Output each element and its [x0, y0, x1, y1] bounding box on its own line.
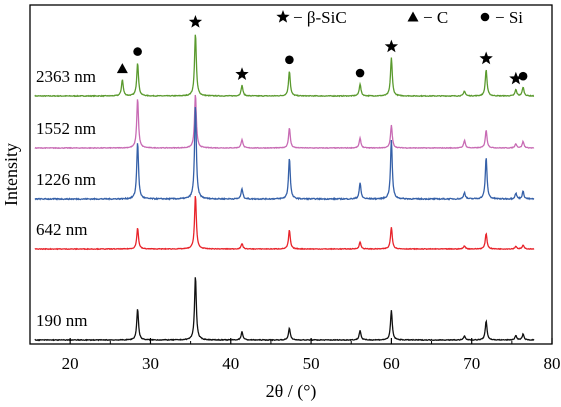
series-line-1226-nm — [34, 107, 535, 201]
peak-marker-circle — [355, 68, 365, 78]
peak-marker-circle — [133, 47, 142, 56]
peak-marker-star — [479, 51, 493, 65]
x-tick-label: 50 — [303, 354, 320, 373]
legend-label: − Si — [495, 8, 523, 27]
series-label: 1552 nm — [36, 119, 96, 138]
series-label: 1226 nm — [36, 170, 96, 189]
peak-marker-triangle — [116, 63, 128, 74]
x-tick-label: 40 — [222, 354, 239, 373]
series-label: 190 nm — [36, 311, 87, 330]
x-tick-label: 80 — [544, 354, 561, 373]
y-axis-title: Intensity — [1, 143, 21, 206]
legend-marker-star — [276, 10, 290, 23]
x-tick-label: 20 — [62, 354, 79, 373]
peak-marker-star — [384, 39, 399, 53]
peak-marker-star — [235, 67, 249, 80]
peak-marker-circle — [285, 55, 294, 65]
legend-marker-circle — [480, 12, 490, 22]
series-label: 642 nm — [36, 220, 87, 239]
series-line-190-nm — [34, 277, 535, 342]
series-label: 2363 nm — [36, 67, 96, 86]
series-line-2363-nm — [34, 34, 535, 98]
x-tick-label: 30 — [142, 354, 159, 373]
series-line-642-nm — [34, 196, 535, 251]
peak-marker-circle — [518, 71, 528, 81]
peak-marker-star — [188, 15, 203, 28]
legend-marker-triangle — [407, 11, 419, 22]
x-tick-label: 70 — [463, 354, 480, 373]
peak-marker-star — [509, 71, 523, 85]
plot-frame — [29, 4, 553, 345]
series-line-1552-nm — [34, 94, 535, 150]
legend-label: − C — [423, 8, 448, 27]
x-axis-title: 2θ / (°) — [266, 381, 317, 402]
legend-label: − β-SiC — [293, 8, 347, 27]
x-tick-label: 60 — [383, 354, 400, 373]
